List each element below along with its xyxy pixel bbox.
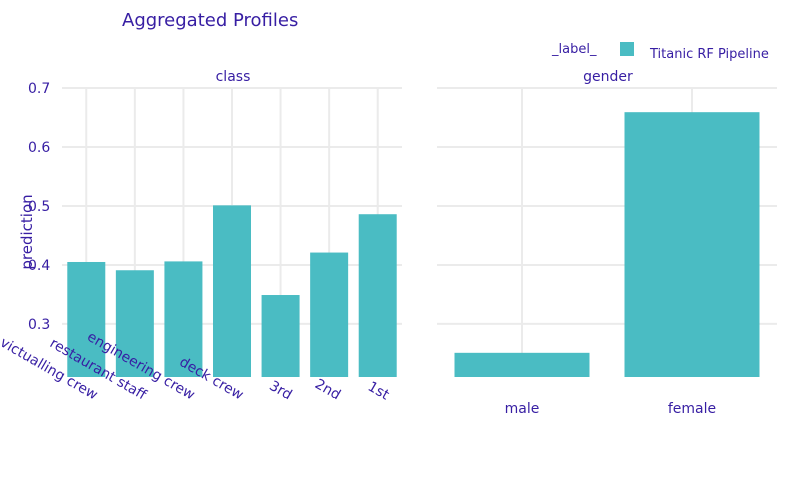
bar-gender-male[interactable] (454, 352, 590, 377)
x-tick-label: 3rd (266, 378, 294, 404)
facet-title-class: class (216, 69, 251, 85)
legend-title: _label_ (551, 42, 597, 57)
x-tick-label: 2nd (312, 376, 343, 403)
legend-entry-label[interactable]: Titanic RF Pipeline (649, 47, 769, 62)
y-tick-label: 0.5 (28, 199, 50, 215)
bar-class-restaurant-staff[interactable] (115, 270, 154, 377)
bar-class-deck-crew[interactable] (213, 205, 251, 377)
y-tick-label: 0.3 (28, 317, 50, 333)
chart-title: Aggregated Profiles (122, 10, 298, 31)
x-tick-label: male (505, 401, 540, 417)
bar-class-1st[interactable] (358, 214, 397, 377)
bars-layer (67, 112, 760, 377)
y-tick-label: 0.7 (28, 81, 50, 97)
facet-title-gender: gender (583, 69, 633, 85)
x-tick-label: 1st (365, 379, 392, 404)
x-tick-label: female (668, 401, 716, 417)
y-tick-label: 0.4 (28, 258, 50, 274)
legend-swatch[interactable] (620, 42, 634, 56)
bar-class-engineering-crew[interactable] (164, 261, 203, 377)
bar-gender-female[interactable] (624, 112, 760, 377)
bar-class-2nd[interactable] (310, 252, 349, 377)
y-tick-label: 0.6 (28, 140, 50, 156)
y-axis-title: prediction (18, 194, 36, 269)
bar-class-victualling-crew[interactable] (67, 261, 106, 377)
legend: _label_ Titanic RF Pipeline (551, 42, 769, 62)
bar-class-3rd[interactable] (261, 295, 300, 377)
